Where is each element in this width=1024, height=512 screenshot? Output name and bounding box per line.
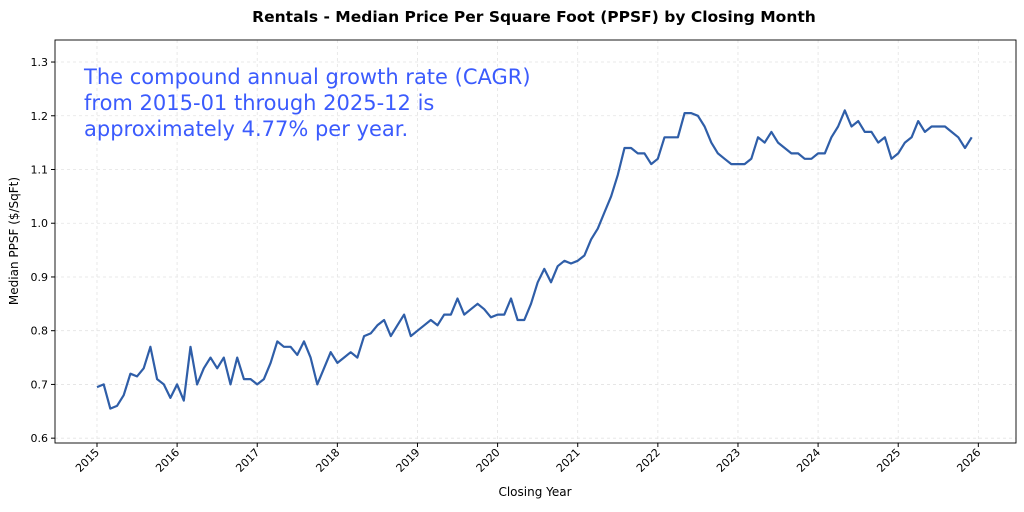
- y-tick-label: 0.9: [31, 271, 49, 284]
- y-tick-label: 1.1: [31, 163, 49, 176]
- x-tick-label: 2021: [554, 446, 583, 475]
- x-tick-label: 2025: [874, 446, 903, 475]
- x-tick-label: 2019: [394, 446, 423, 475]
- y-tick-label: 1.3: [31, 56, 49, 69]
- x-tick-label: 2023: [714, 446, 743, 475]
- y-tick-label: 0.7: [31, 378, 49, 391]
- x-tick-label: 2016: [153, 446, 182, 475]
- series-line: [97, 110, 972, 408]
- x-tick-label: 2022: [634, 446, 663, 475]
- x-tick-label: 2015: [73, 446, 102, 475]
- x-axis-label: Closing Year: [498, 485, 571, 499]
- x-tick-label: 2020: [474, 446, 503, 475]
- x-tick-label: 2024: [794, 446, 823, 475]
- y-tick-label: 1.0: [31, 217, 49, 230]
- y-axis: 0.6 0.7 0.8 0.9 1.0 1.1 1.2 1.3: [31, 56, 56, 445]
- annotation-line-3: approximately 4.77% per year.: [84, 117, 408, 141]
- y-tick-label: 1.2: [31, 110, 49, 123]
- y-tick-label: 0.6: [31, 432, 49, 445]
- data-points: [97, 110, 972, 408]
- x-tick-label: 2017: [233, 446, 262, 475]
- y-axis-label: Median PPSF ($/SqFt): [7, 177, 21, 305]
- x-tick-label: 2026: [954, 446, 983, 475]
- y-tick-label: 0.8: [31, 325, 49, 338]
- annotation-line-1: The compound annual growth rate (CAGR): [83, 65, 531, 89]
- x-tick-label: 2018: [313, 446, 342, 475]
- annotation-line-2: from 2015-01 through 2025-12 is: [84, 91, 434, 115]
- chart-title: Rentals - Median Price Per Square Foot (…: [252, 8, 816, 26]
- x-axis: 2015 2016 2017 2018 2019 2020 2021 2022 2023 2024…: [73, 443, 983, 475]
